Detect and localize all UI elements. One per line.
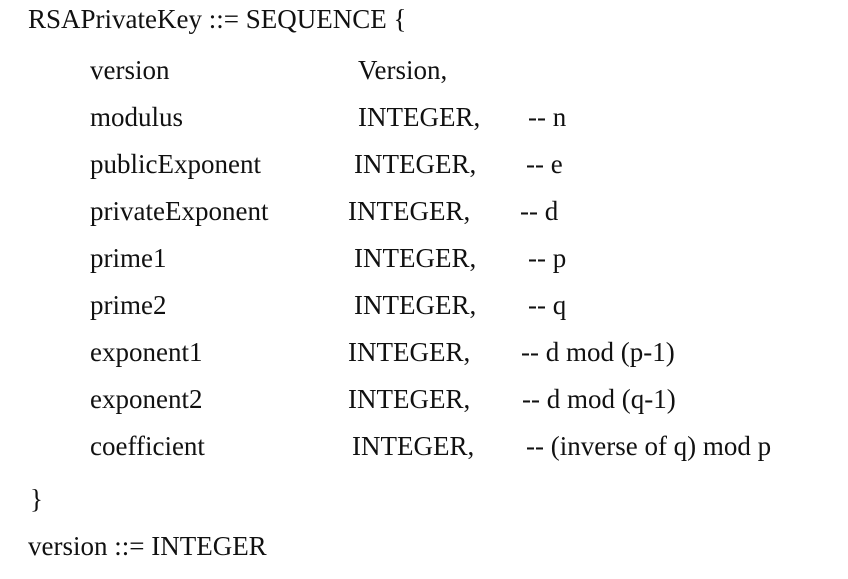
field-comment: -- (inverse of q) mod p [526,431,772,461]
field-type: INTEGER, [358,102,481,132]
field-name: modulus [90,102,184,132]
field-row: prime2 INTEGER, -- q [0,290,848,320]
field-comment: -- d mod (p-1) [521,337,675,367]
field-name: privateExponent [90,196,269,226]
field-row: exponent2 INTEGER, -- d mod (q-1) [0,384,848,414]
field-name: prime1 [90,243,167,273]
field-comment: -- n [528,102,567,132]
sequence-header: RSAPrivateKey ::= SEQUENCE { [28,4,407,34]
field-row: prime1 INTEGER, -- p [0,243,848,273]
field-comment: -- d mod (q-1) [522,384,676,414]
field-name: exponent1 [90,337,203,367]
field-type: INTEGER, [354,149,477,179]
field-comment: -- e [526,149,563,179]
field-row: version Version, [0,55,848,85]
field-type: INTEGER, [348,384,471,414]
field-type: INTEGER, [352,431,475,461]
field-row: coefficient INTEGER, -- (inverse of q) mod… [0,431,848,461]
field-comment: -- p [528,243,567,273]
field-type: INTEGER, [354,290,477,320]
field-row: publicExponent INTEGER, -- e [0,149,848,179]
field-row: privateExponent INTEGER, -- d [0,196,848,226]
field-name: publicExponent [90,149,261,179]
version-definition: version ::= INTEGER [28,531,267,561]
field-type: INTEGER, [348,196,471,226]
field-type: Version, [358,55,448,85]
field-row: exponent1 INTEGER, -- d mod (p-1) [0,337,848,367]
field-name: coefficient [90,431,205,461]
field-comment: -- q [528,290,567,320]
field-comment: -- d [520,196,559,226]
closing-brace: } [30,484,43,514]
field-type: INTEGER, [354,243,477,273]
field-name: exponent2 [90,384,203,414]
field-type: INTEGER, [348,337,471,367]
field-row: modulus INTEGER, -- n [0,102,848,132]
field-name: version [90,55,170,85]
field-name: prime2 [90,290,167,320]
